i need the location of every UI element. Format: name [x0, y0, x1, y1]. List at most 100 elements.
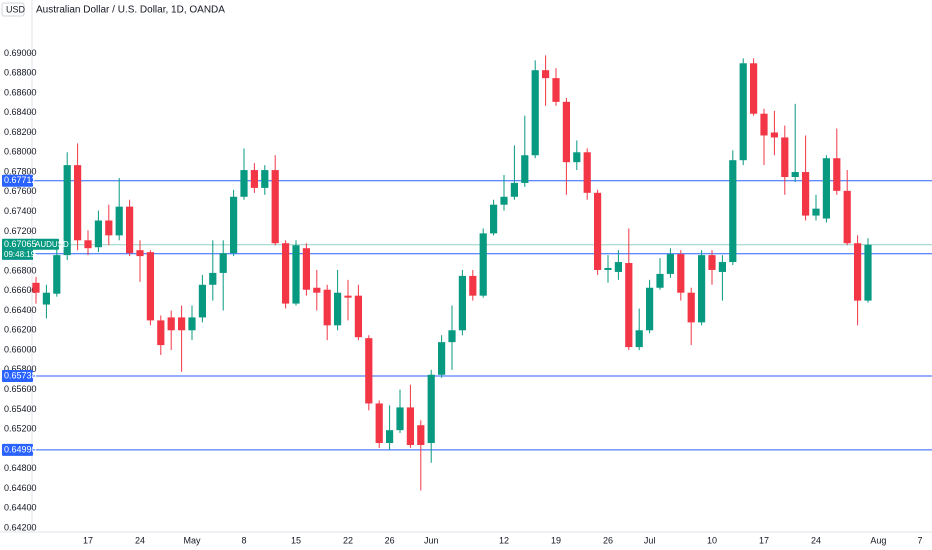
y-tick-label: 0.68600 [4, 87, 37, 97]
candle-body [739, 63, 747, 161]
candle-body [32, 282, 40, 293]
candle-body [656, 273, 664, 288]
candle-body [448, 330, 456, 343]
candle-body [240, 170, 248, 197]
candle-body [708, 255, 716, 270]
ticks: 0.69000 0.68800 0.68600 0.68400 0.68200 0.680… [4, 48, 923, 546]
countdown-box [2, 249, 33, 260]
y-tick-label: 0.68200 [4, 127, 37, 137]
y-tick-label: 0.66600 [4, 285, 37, 295]
candle-body [854, 243, 862, 301]
y-tick-label: 0.67600 [4, 186, 37, 196]
y-tick-label: 0.67200 [4, 226, 37, 236]
y-tick-label: 0.68800 [4, 68, 37, 78]
candle-body [417, 425, 425, 445]
candle-body [105, 220, 113, 236]
x-tick-label: 12 [499, 535, 509, 545]
candle-body [729, 160, 737, 263]
price-boxes: 0.677120.669740.657380.649900.67065AUDUS… [2, 174, 69, 456]
countdown: 09:48:19 [4, 250, 36, 259]
y-tick-label: 0.64600 [4, 483, 37, 493]
candle-body [74, 165, 82, 241]
candle-body [406, 407, 414, 445]
x-tick-label: 17 [759, 535, 769, 545]
y-tick-label: 0.66200 [4, 325, 37, 335]
y-tick-label: 0.66000 [4, 344, 37, 354]
candle-body [531, 70, 539, 156]
y-tick-label: 0.64800 [4, 463, 37, 473]
x-tick-label: 24 [135, 535, 145, 545]
candle-body [375, 403, 383, 444]
currency-button[interactable] [1, 2, 25, 17]
x-tick-label: May [183, 535, 201, 545]
candle-body [63, 165, 71, 256]
candle-body [53, 255, 61, 294]
x-tick-label: 19 [551, 535, 561, 545]
candle-body [687, 292, 695, 323]
candle-body [396, 407, 404, 431]
x-tick-label: 7 [917, 535, 922, 545]
candle-body [94, 220, 102, 248]
y-tick-label: 0.65800 [4, 364, 37, 374]
candle-body [812, 208, 820, 216]
candle-body [594, 192, 602, 270]
y-tick-label: 0.66400 [4, 305, 37, 315]
candle-body [178, 317, 186, 331]
candle-body [760, 113, 768, 136]
candle-body [635, 330, 643, 348]
level-label: 0.65738 [4, 370, 37, 380]
candle-body [344, 295, 352, 298]
candle-body [625, 263, 633, 348]
x-tick-label: 26 [603, 535, 613, 545]
candle-body [323, 289, 331, 326]
candle-body [479, 233, 487, 296]
candle-body [469, 275, 477, 296]
candle-body [843, 190, 851, 244]
x-tick-label: 24 [811, 535, 821, 545]
candle-body [438, 342, 446, 375]
y-tick-label: 0.69000 [4, 48, 37, 58]
y-tick-label: 0.64400 [4, 503, 37, 513]
candle-body [136, 250, 144, 257]
level-label: 0.67712 [4, 175, 37, 185]
candle-body [521, 155, 529, 183]
symbol: AUDUSD [35, 240, 69, 249]
level-box [2, 443, 33, 456]
x-tick-label: Jul [644, 535, 656, 545]
level-box [2, 174, 33, 187]
currency[interactable]: USD [6, 4, 26, 14]
x-tick-label: 26 [385, 535, 395, 545]
candle-body [604, 267, 612, 270]
x-tick-label: 8 [241, 535, 246, 545]
candle-body [302, 248, 310, 290]
x-tick-label: 15 [291, 535, 301, 545]
x-tick-label: 10 [707, 535, 717, 545]
candle-body [209, 272, 217, 285]
candle-body [261, 170, 269, 188]
candle-body [750, 63, 758, 114]
x-tick-label: Aug [870, 535, 886, 545]
candle-body [552, 78, 560, 102]
last-price: 0.67065 [4, 239, 37, 249]
candle-body [791, 172, 799, 178]
y-tick-label: 0.65400 [4, 404, 37, 414]
candle-body [802, 172, 810, 216]
y-tick-label: 0.64200 [4, 522, 37, 532]
y-tick-label: 0.65600 [4, 384, 37, 394]
candle-body [864, 244, 872, 301]
candle-body [126, 206, 134, 254]
candle-body [458, 275, 466, 331]
candle-body [573, 152, 581, 163]
candle-body [490, 204, 498, 234]
x-tick-label: 17 [83, 535, 93, 545]
candle-body [115, 206, 123, 236]
candle-body [146, 252, 154, 321]
candle-body [822, 158, 830, 219]
candle-body [271, 170, 279, 244]
candle-body [562, 101, 570, 163]
candle-body [198, 284, 206, 318]
candle-body [84, 240, 92, 249]
